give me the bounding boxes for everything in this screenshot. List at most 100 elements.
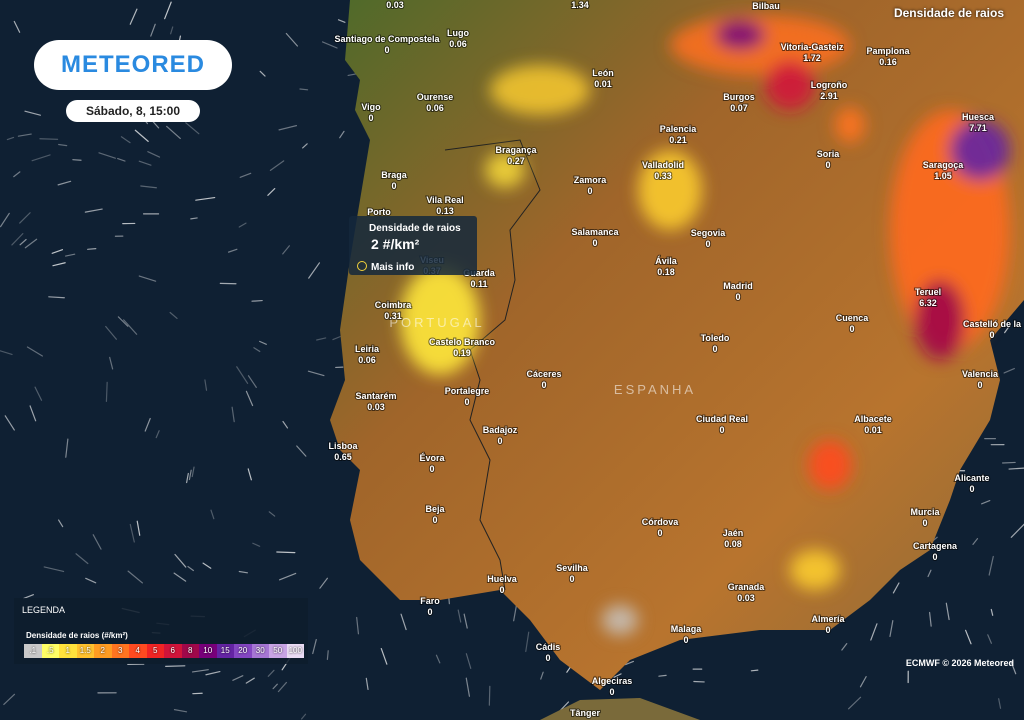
layer-button[interactable]: Densidade de raios xyxy=(893,6,1004,20)
wind-streak xyxy=(380,647,388,665)
city-value: 0.11 xyxy=(470,279,487,289)
city-value: 0.01 xyxy=(864,425,882,435)
wind-streak xyxy=(84,208,103,213)
wind-streak xyxy=(72,159,82,161)
city-name: Ávila xyxy=(655,256,678,266)
legend-item: 1 xyxy=(59,644,77,658)
wind-streak xyxy=(6,136,15,141)
city-value: 0 xyxy=(825,160,830,170)
city-name: Toledo xyxy=(701,333,730,343)
city-value: 0 xyxy=(735,292,740,302)
city: Tânger xyxy=(569,707,602,719)
wind-streak xyxy=(750,669,759,672)
wind-streak xyxy=(316,337,327,341)
city-name: Vigo xyxy=(361,102,381,112)
city-name: Granada xyxy=(728,582,766,592)
wind-streak xyxy=(847,696,862,710)
wind-streak xyxy=(251,299,263,302)
wind-streak xyxy=(173,709,188,713)
city-name: Lugo xyxy=(447,28,469,38)
legend-item: 3 xyxy=(111,644,129,658)
wind-streak xyxy=(187,565,194,572)
city-name: Tânger xyxy=(570,708,601,718)
wind-streak xyxy=(85,577,97,584)
wind-streak xyxy=(927,569,932,578)
city-name: Cádis xyxy=(536,642,561,652)
wind-streak xyxy=(205,670,221,676)
legend-item: 8 xyxy=(181,644,199,658)
city-name: Córdova xyxy=(642,517,680,527)
wind-streak xyxy=(52,262,66,267)
wind-streak xyxy=(321,41,338,49)
date-selector[interactable]: Sábado, 8, 15:00 xyxy=(66,100,200,122)
wind-streak xyxy=(247,375,257,388)
wind-streak xyxy=(0,212,10,228)
wind-streak xyxy=(11,233,24,246)
city-name: Ciudad Real xyxy=(696,414,748,424)
wind-streak xyxy=(24,238,38,249)
city-name: Algeciras xyxy=(592,676,633,686)
tooltip-title: Densidade de raios xyxy=(369,223,461,234)
city-name: Braga xyxy=(381,170,408,180)
wind-streak xyxy=(238,570,249,574)
city-value: 0.27 xyxy=(507,156,525,166)
wind-streak xyxy=(24,110,41,116)
city-name: Ourense xyxy=(417,92,454,102)
wind-streak xyxy=(282,245,290,255)
city-name: Valladolid xyxy=(642,160,684,170)
wind-streak xyxy=(356,616,360,635)
city-value: 0 xyxy=(464,397,469,407)
wind-streak xyxy=(302,143,308,149)
city-name: Santiago de Compostela xyxy=(334,34,440,44)
city-name: Vila Real xyxy=(426,195,463,205)
wind-streak xyxy=(155,430,160,439)
wind-streak xyxy=(282,420,289,429)
wind-streak xyxy=(276,551,296,554)
legend-item: 6 xyxy=(164,644,182,658)
wind-streak xyxy=(269,160,285,172)
city-name: Segovia xyxy=(691,228,727,238)
more-info-link[interactable]: Mais info xyxy=(371,262,415,273)
wind-streak xyxy=(169,311,178,320)
city-name: Alicante xyxy=(954,473,989,483)
wind-streak xyxy=(191,669,209,673)
legend-item: 4 xyxy=(129,644,147,658)
city-value: 7.71 xyxy=(969,123,987,133)
city: 1.34 xyxy=(570,0,590,11)
city-value: 0 xyxy=(587,186,592,196)
city-value: 0.16 xyxy=(879,57,897,67)
city-value: 0 xyxy=(683,635,688,645)
wind-streak xyxy=(841,643,848,651)
wind-streak xyxy=(465,677,471,697)
city-value: 0.33 xyxy=(654,171,672,181)
city-value: 0 xyxy=(712,344,717,354)
logo[interactable]: METEORED xyxy=(34,40,232,90)
wind-streak xyxy=(1001,461,1016,464)
wind-streak xyxy=(252,542,261,547)
wind-streak xyxy=(296,445,307,457)
wind-streak xyxy=(332,336,341,341)
city-value: 0.06 xyxy=(449,39,467,49)
wind-streak xyxy=(540,671,544,680)
wind-streak xyxy=(195,196,216,201)
city-name: Cuenca xyxy=(836,313,870,323)
wind-streak xyxy=(278,125,297,131)
country-label: PORTUGAL xyxy=(389,315,484,330)
